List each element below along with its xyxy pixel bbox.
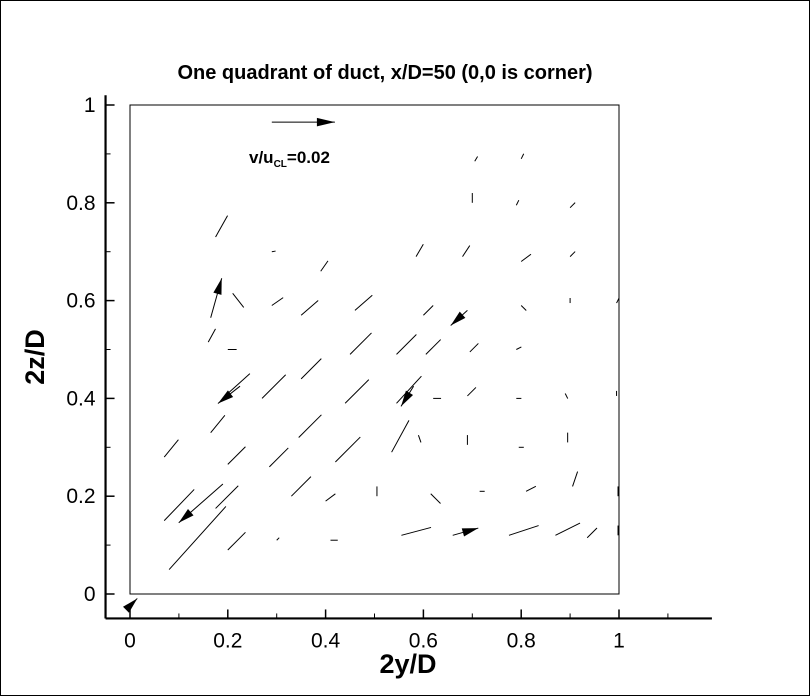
velocity-vector (515, 199, 520, 206)
velocity-vector (586, 527, 598, 539)
y-tick-label: 0.4 (66, 387, 96, 410)
reference-label-subscript: CL (274, 159, 287, 170)
velocity-vector (227, 373, 251, 394)
x-tick-label: 0 (124, 629, 136, 652)
velocity-vector (163, 439, 179, 458)
velocity-vector (520, 253, 532, 262)
y-tick-label: 0.8 (66, 192, 95, 215)
velocity-vector (354, 294, 373, 311)
velocity-vector (215, 215, 228, 238)
velocity-vector (396, 375, 422, 404)
velocity-vector (520, 305, 527, 311)
velocity-vector (207, 328, 216, 343)
y-tick-label: 0 (84, 583, 96, 606)
x-tick-label: 0.4 (311, 629, 341, 652)
velocity-vector (168, 506, 227, 570)
axes: 0 0.2 0.4 0.6 0.8 1 0 0.2 0.4 0.6 0.8 1 (66, 94, 712, 652)
velocity-vector (349, 332, 372, 355)
velocity-vector (215, 485, 239, 509)
velocity-vector (430, 493, 441, 504)
y-axis-label: 2z/D (20, 329, 50, 385)
velocity-vector (269, 447, 289, 468)
x-axis-label: 2y/D (379, 649, 436, 679)
x-tick-label: 0.2 (213, 629, 242, 652)
velocity-vector (217, 385, 241, 404)
velocity-vector (423, 305, 434, 316)
velocity-vector (400, 385, 415, 407)
velocity-vector (425, 339, 442, 355)
y-tick-label: 0.6 (66, 290, 95, 313)
reference-label-base: v/u (249, 148, 274, 167)
velocity-vector (415, 244, 424, 257)
velocity-vector (271, 250, 276, 253)
velocity-vector (320, 260, 329, 272)
velocity-vector (555, 522, 581, 536)
velocity-vector (335, 436, 361, 463)
velocity-vector (325, 493, 336, 502)
x-tick-label: 0.6 (409, 629, 438, 652)
velocity-vector (391, 420, 410, 453)
velocity-vector (291, 476, 312, 497)
velocity-vector (452, 527, 479, 537)
vector-field (123, 153, 620, 613)
velocity-vector (123, 598, 138, 613)
reference-vector-arrow (271, 117, 335, 127)
velocity-vector (564, 393, 569, 399)
chart-title: One quadrant of duct, x/D=50 (0,0 is cor… (177, 62, 592, 84)
velocity-vector (271, 297, 284, 306)
velocity-vector (569, 251, 576, 257)
velocity-vector (210, 414, 226, 433)
velocity-vector (396, 334, 417, 355)
x-tick-label: 1 (613, 629, 625, 652)
velocity-vector (508, 525, 539, 536)
velocity-vector (276, 537, 280, 541)
plot-frame (129, 104, 620, 595)
velocity-vector (232, 292, 245, 308)
velocity-vector (227, 531, 246, 551)
velocity-vector (525, 485, 537, 492)
velocity-vector (401, 526, 432, 536)
y-tick-label: 0.2 (66, 485, 95, 508)
velocity-vector (469, 343, 479, 353)
velocity-vector (163, 489, 195, 521)
velocity-vector (450, 310, 468, 326)
velocity-vector (178, 483, 224, 524)
x-tick-label: 0.8 (507, 629, 536, 652)
velocity-vector (261, 374, 287, 399)
velocity-vector (474, 156, 479, 162)
reference-vector-key: v/uCL=0.02 (249, 117, 335, 170)
velocity-vector (467, 387, 477, 397)
velocity-vector (300, 300, 319, 316)
velocity-vector (344, 379, 370, 404)
reference-vector-label: v/uCL=0.02 (249, 148, 330, 170)
reference-label-suffix: =0.02 (287, 148, 330, 167)
velocity-vector (210, 278, 223, 318)
velocity-vector (520, 153, 525, 160)
velocity-vector (569, 202, 576, 209)
velocity-vector (616, 297, 620, 304)
velocity-vector (516, 346, 522, 350)
velocity-vector (298, 414, 322, 438)
y-tick-label: 1 (84, 94, 96, 117)
velocity-vector (300, 358, 322, 380)
velocity-vector (417, 434, 422, 443)
velocity-vector (572, 471, 579, 487)
velocity-vector (462, 245, 471, 257)
velocity-vector (227, 446, 246, 465)
